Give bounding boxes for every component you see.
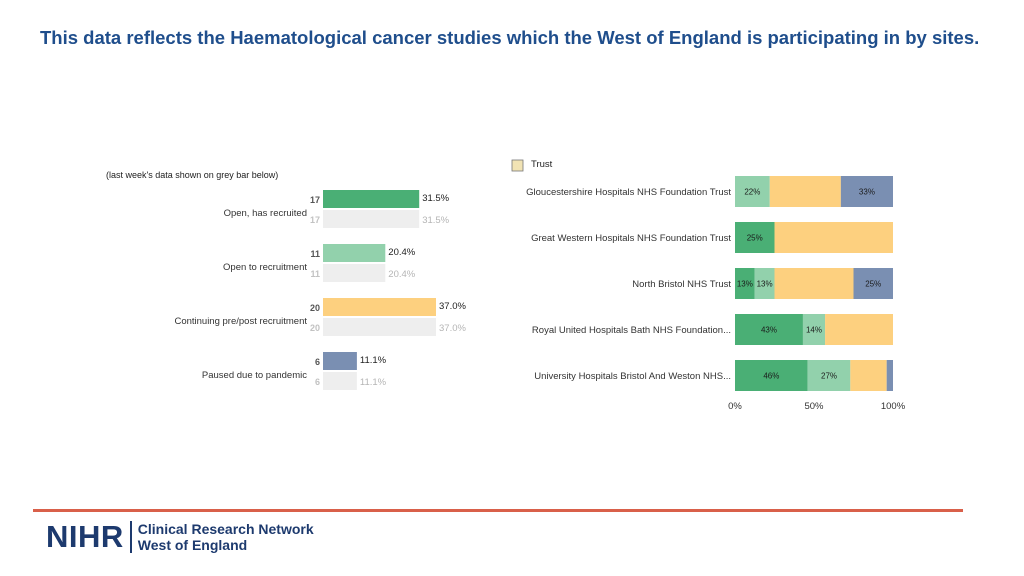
x-tick-label: 0% xyxy=(728,401,742,412)
trust-icon xyxy=(511,159,524,172)
percent-label-last-week: 20.4% xyxy=(388,269,415,280)
nihr-logo: NIHR Clinical Research Network West of E… xyxy=(46,519,314,555)
count-label-last-week: 17 xyxy=(310,215,320,225)
percent-label-last-week: 37.0% xyxy=(439,323,466,334)
stacked-segment xyxy=(754,268,775,299)
trust-label: Royal United Hospitals Bath NHS Foundati… xyxy=(532,325,731,336)
percent-label-last-week: 11.1% xyxy=(360,377,387,388)
bar-current xyxy=(323,298,436,316)
stacked-segment xyxy=(886,360,893,391)
count-label-current: 20 xyxy=(310,303,320,313)
logo-separator xyxy=(129,521,132,553)
bar-current xyxy=(323,352,357,370)
percent-label-current: 20.4% xyxy=(388,247,415,258)
count-label-last-week: 6 xyxy=(315,377,320,387)
segment-label: 13% xyxy=(757,280,773,289)
stacked-segment xyxy=(853,268,893,299)
trust-label: Gloucestershire Hospitals NHS Foundation… xyxy=(526,187,731,198)
bar-last-week xyxy=(323,210,420,228)
stacked-segment xyxy=(735,268,755,299)
category-label: Open to recruitment xyxy=(223,262,307,273)
stacked-segment xyxy=(774,268,854,299)
stacked-segment xyxy=(840,176,893,207)
stacked-segment xyxy=(735,360,808,391)
bar-last-week xyxy=(323,318,436,336)
category-label: Open, has recruited xyxy=(224,208,307,219)
bar-last-week xyxy=(323,264,386,282)
segment-label: 14% xyxy=(806,326,822,335)
percent-label-current: 11.1% xyxy=(360,355,387,366)
bar-current xyxy=(323,244,386,262)
logo-text: Clinical Research Network West of Englan… xyxy=(138,521,314,553)
count-label-current: 11 xyxy=(310,249,320,259)
stacked-segment xyxy=(735,176,770,207)
count-label-current: 17 xyxy=(310,195,320,205)
segment-label: 25% xyxy=(865,280,881,289)
trust-label: University Hospitals Bristol And Weston … xyxy=(534,371,731,382)
stacked-segment xyxy=(769,176,841,207)
percent-label-current: 31.5% xyxy=(422,193,449,204)
stacked-segment xyxy=(735,314,803,345)
count-label-last-week: 20 xyxy=(310,323,320,333)
segment-label: 27% xyxy=(821,372,837,381)
trust-stacked-bar-chart: Trust Gloucestershire Hospitals NHS Found… xyxy=(511,159,906,412)
count-label-current: 6 xyxy=(315,357,320,367)
page-title: This data reflects the Haematological ca… xyxy=(40,27,980,48)
logo-line-2: West of England xyxy=(137,537,248,553)
category-label: Continuing pre/post recruitment xyxy=(174,316,307,327)
footer-divider xyxy=(33,509,963,512)
stacked-segment xyxy=(850,360,887,391)
bar-last-week xyxy=(323,372,357,390)
status-bar-chart: (last week's data shown on grey bar belo… xyxy=(106,170,466,390)
stacked-segment xyxy=(825,314,893,345)
percent-label-current: 37.0% xyxy=(439,301,466,312)
segment-label: 13% xyxy=(737,280,753,289)
segment-label: 46% xyxy=(763,372,779,381)
x-tick-label: 100% xyxy=(881,401,906,412)
stacked-segment xyxy=(802,314,826,345)
bar-current xyxy=(323,190,420,208)
trust-label: Great Western Hospitals NHS Foundation T… xyxy=(531,233,731,244)
segment-label: 25% xyxy=(747,234,763,243)
stacked-segment xyxy=(735,222,775,253)
logo-line-1: Clinical Research Network xyxy=(137,521,314,537)
segment-label: 43% xyxy=(761,326,777,335)
chart-title: Trust xyxy=(531,159,553,170)
percent-label-last-week: 31.5% xyxy=(422,215,449,226)
segment-label: 33% xyxy=(859,188,875,197)
category-label: Paused due to pandemic xyxy=(202,370,307,381)
chart-note: (last week's data shown on grey bar belo… xyxy=(106,170,278,180)
count-label-last-week: 11 xyxy=(310,269,320,279)
stacked-segment xyxy=(774,222,893,253)
trust-label: North Bristol NHS Trust xyxy=(632,279,731,290)
stacked-segment xyxy=(807,360,851,391)
logo-mark: NIHR xyxy=(46,519,124,554)
segment-label: 22% xyxy=(744,188,760,197)
x-tick-label: 50% xyxy=(804,401,824,412)
